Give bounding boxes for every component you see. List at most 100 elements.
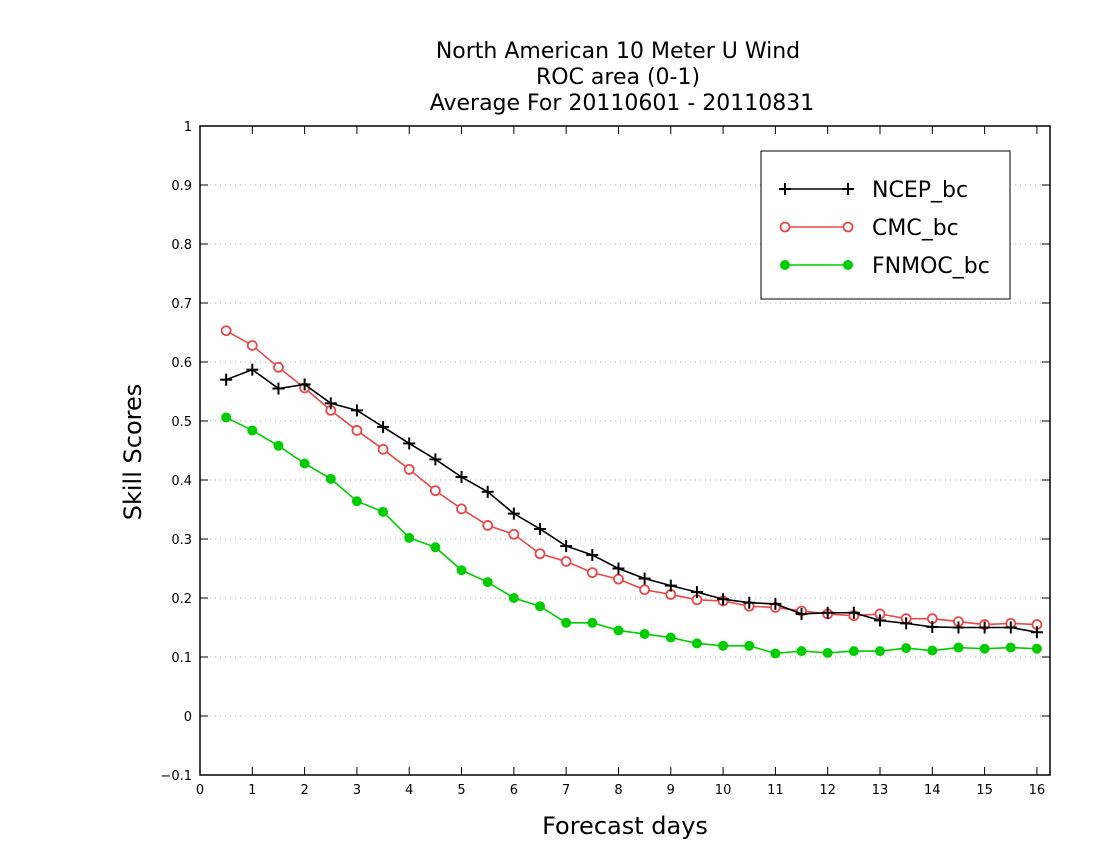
- grid: [200, 184, 1050, 717]
- x-tick-label: 0: [196, 783, 204, 798]
- title-line-2: ROC area (0-1): [536, 65, 700, 90]
- data-point-cmc-bc: [482, 520, 494, 531]
- data-point-ncep-bc: [507, 507, 520, 520]
- x-axis-label: Forecast days: [542, 812, 708, 840]
- legend-label: NCEP_bc: [872, 178, 968, 203]
- y-tick-label: −0.1: [160, 769, 192, 784]
- data-point-fnmoc-bc: [953, 642, 964, 653]
- legend-marker: [780, 260, 790, 270]
- y-tick-label: 0.2: [171, 592, 192, 607]
- y-tick-label: 0.7: [171, 297, 192, 312]
- data-point-ncep-bc: [664, 579, 677, 592]
- data-point-ncep-bc: [298, 378, 311, 391]
- data-point-fnmoc-bc: [404, 532, 415, 543]
- data-point-ncep-bc: [246, 363, 259, 376]
- data-point-ncep-bc: [560, 540, 573, 553]
- data-point-fnmoc-bc: [1031, 643, 1042, 654]
- data-point-fnmoc-bc: [744, 640, 755, 651]
- x-tick-label: 16: [1029, 783, 1046, 798]
- y-tick-label: 0.1: [171, 651, 192, 666]
- legend-marker: [842, 183, 854, 195]
- data-point-fnmoc-bc: [378, 506, 389, 517]
- data-point-ncep-bc: [926, 620, 939, 633]
- data-point-ncep-bc: [534, 522, 546, 535]
- title-line-1: North American 10 Meter U Wind: [436, 39, 800, 64]
- data-point-cmc-bc: [456, 503, 467, 515]
- data-point-ncep-bc: [743, 596, 756, 609]
- legend-marker: [842, 221, 854, 233]
- data-point-cmc-bc: [246, 340, 258, 351]
- data-point-ncep-bc: [220, 373, 233, 386]
- data-point-fnmoc-bc: [351, 496, 362, 507]
- data-point-cmc-bc: [534, 548, 546, 560]
- data-point-ncep-bc: [403, 437, 416, 450]
- data-point-ncep-bc: [612, 562, 625, 575]
- y-tick-label: 0.5: [171, 415, 192, 430]
- data-point-fnmoc-bc: [927, 645, 938, 656]
- x-axis: 0 1 2 3 4 5 6 7 8 9 10 11 12 13 14 15 16: [196, 126, 1045, 798]
- data-point-cmc-bc: [508, 528, 520, 540]
- data-point-fnmoc-bc: [561, 617, 572, 628]
- data-point-cmc-bc: [429, 485, 441, 497]
- x-tick-label: 9: [667, 783, 675, 798]
- legend-box: [760, 150, 1011, 300]
- data-point-cmc-bc: [220, 325, 232, 337]
- y-tick-label: 0.9: [171, 179, 192, 194]
- data-point-ncep-bc: [717, 593, 730, 606]
- data-point-fnmoc-bc: [875, 646, 885, 657]
- data-point-ncep-bc: [638, 572, 651, 585]
- data-point-fnmoc-bc: [456, 565, 467, 576]
- title-line-3: Average For 20110601 - 20110831: [430, 91, 815, 116]
- data-point-ncep-bc: [350, 404, 363, 417]
- data-point-cmc-bc: [613, 573, 624, 585]
- data-point-fnmoc-bc: [770, 648, 781, 659]
- x-tick-label: 7: [562, 783, 570, 798]
- data-point-ncep-bc: [324, 397, 337, 410]
- series-line-ncep-bc: [225, 368, 1038, 634]
- data-point-fnmoc-bc: [273, 440, 284, 451]
- x-tick-label: 3: [353, 783, 361, 798]
- data-point-ncep-bc: [429, 453, 442, 466]
- legend-label: CMC_bc: [872, 216, 959, 241]
- data-point-cmc-bc: [586, 567, 598, 579]
- data-point-fnmoc-bc: [848, 646, 859, 657]
- y-axis-label: Skill Scores: [119, 384, 147, 521]
- data-point-fnmoc-bc: [1005, 642, 1016, 653]
- x-tick-label: 15: [976, 783, 993, 798]
- data-point-ncep-bc: [481, 485, 494, 498]
- data-point-fnmoc-bc: [587, 617, 598, 628]
- data-point-cmc-bc: [403, 463, 415, 475]
- y-tick-label: 0: [184, 710, 192, 725]
- data-point-fnmoc-bc: [796, 646, 807, 657]
- y-tick-label: 0.4: [171, 474, 192, 489]
- data-point-ncep-bc: [978, 621, 991, 634]
- data-point-fnmoc-bc: [718, 640, 729, 651]
- legend-marker: [843, 260, 853, 270]
- x-tick-label: 13: [872, 783, 889, 798]
- data-point-fnmoc-bc: [639, 628, 650, 639]
- data-point-cmc-bc: [351, 425, 363, 436]
- data-point-fnmoc-bc: [482, 577, 493, 588]
- x-tick-label: 14: [924, 783, 941, 798]
- x-tick-label: 1: [248, 783, 256, 798]
- data-point-cmc-bc: [639, 584, 651, 596]
- legend-label: FNMOC_bc: [872, 254, 990, 279]
- x-tick-label: 8: [614, 783, 622, 798]
- data-point-ncep-bc: [586, 548, 599, 561]
- legend-marker: [779, 183, 791, 195]
- data-point-ncep-bc: [900, 617, 913, 630]
- data-point-fnmoc-bc: [508, 593, 519, 603]
- y-axis: −0.1 0 0.1 0.2 0.3 0.4 0.5 0.6 0.7 0.8 0.9 1: [160, 120, 1050, 784]
- plot-frame: [199, 125, 1051, 776]
- y-tick-label: 0.8: [171, 238, 192, 253]
- data-point-fnmoc-bc: [535, 601, 545, 612]
- data-point-fnmoc-bc: [691, 638, 702, 649]
- chart-title: North American 10 Meter U Wind ROC area …: [430, 39, 815, 116]
- data-point-fnmoc-bc: [325, 473, 336, 484]
- x-tick-label: 4: [405, 783, 413, 798]
- data-point-fnmoc-bc: [665, 632, 676, 643]
- series-line-cmc-bc: [225, 330, 1037, 626]
- data-point-fnmoc-bc: [979, 643, 990, 654]
- x-tick-label: 10: [715, 783, 732, 798]
- data-point-fnmoc-bc: [221, 412, 232, 423]
